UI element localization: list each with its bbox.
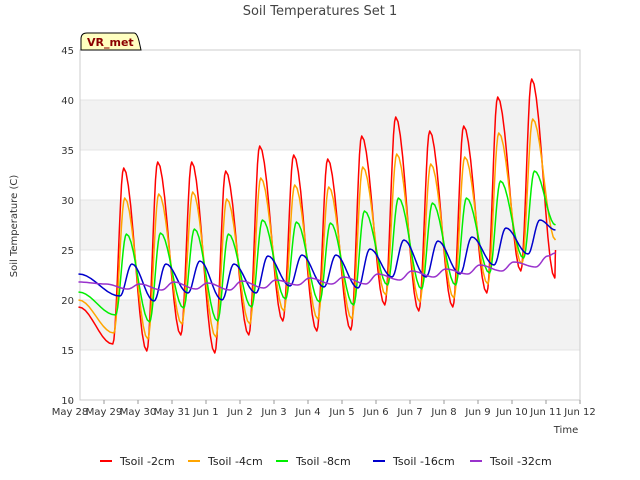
x-tick-label: Jun 8 <box>430 407 456 418</box>
legend-label: Tsoil -32cm <box>489 455 552 468</box>
y-tick-label: 45 <box>61 46 74 57</box>
x-tick-label: Jun 6 <box>362 407 388 418</box>
x-tick-label: Jun 1 <box>192 407 218 418</box>
x-tick-label: May 28 <box>52 407 89 418</box>
chart-title: Soil Temperatures Set 1 <box>243 4 398 19</box>
y-tick-label: 25 <box>61 246 74 257</box>
legend-label: Tsoil -2cm <box>119 455 175 468</box>
series-lines <box>78 78 557 354</box>
grid-band <box>80 300 580 350</box>
x-tick-label: Jun 12 <box>563 407 596 418</box>
x-tick-label: Jun 3 <box>260 407 286 418</box>
y-tick-label: 20 <box>61 296 74 307</box>
x-tick-label: May 30 <box>120 407 157 418</box>
legend-label: Tsoil -4cm <box>207 455 263 468</box>
y-tick-label: 35 <box>61 146 74 157</box>
y-tick-label: 10 <box>61 396 74 407</box>
x-tick-label: Jun 11 <box>529 407 562 418</box>
x-tick-label: Jun 7 <box>396 407 422 418</box>
y-tick-label: 15 <box>61 346 74 357</box>
x-axis-label: Time <box>553 425 578 436</box>
x-tick-label: Jun 10 <box>495 407 528 418</box>
legend-label: Tsoil -8cm <box>295 455 351 468</box>
legend-label: Tsoil -16cm <box>392 455 455 468</box>
x-tick-label: Jun 9 <box>464 407 490 418</box>
x-tick-label: Jun 4 <box>294 407 320 418</box>
y-axis-label: Soil Temperature (C) <box>9 175 20 278</box>
series-line-1 <box>78 78 557 354</box>
x-tick-label: May 31 <box>154 407 191 418</box>
station-label: VR_met <box>87 36 134 49</box>
station-label-box: VR_met <box>80 32 142 51</box>
x-tick-label: Jun 2 <box>226 407 252 418</box>
plot-area-border <box>79 49 581 401</box>
legend: Tsoil -2cm Tsoil -4cm Tsoil -8cm Tsoil -16c… <box>100 455 552 468</box>
series-line-4 <box>78 219 556 302</box>
y-tick-label: 40 <box>61 96 74 107</box>
x-tick-label: May 29 <box>86 407 123 418</box>
y-axis: 10 15 20 25 30 35 40 45 <box>61 46 74 407</box>
y-tick-label: 30 <box>61 196 74 207</box>
x-tick-label: Jun 5 <box>328 407 354 418</box>
series-line-5 <box>78 252 556 291</box>
